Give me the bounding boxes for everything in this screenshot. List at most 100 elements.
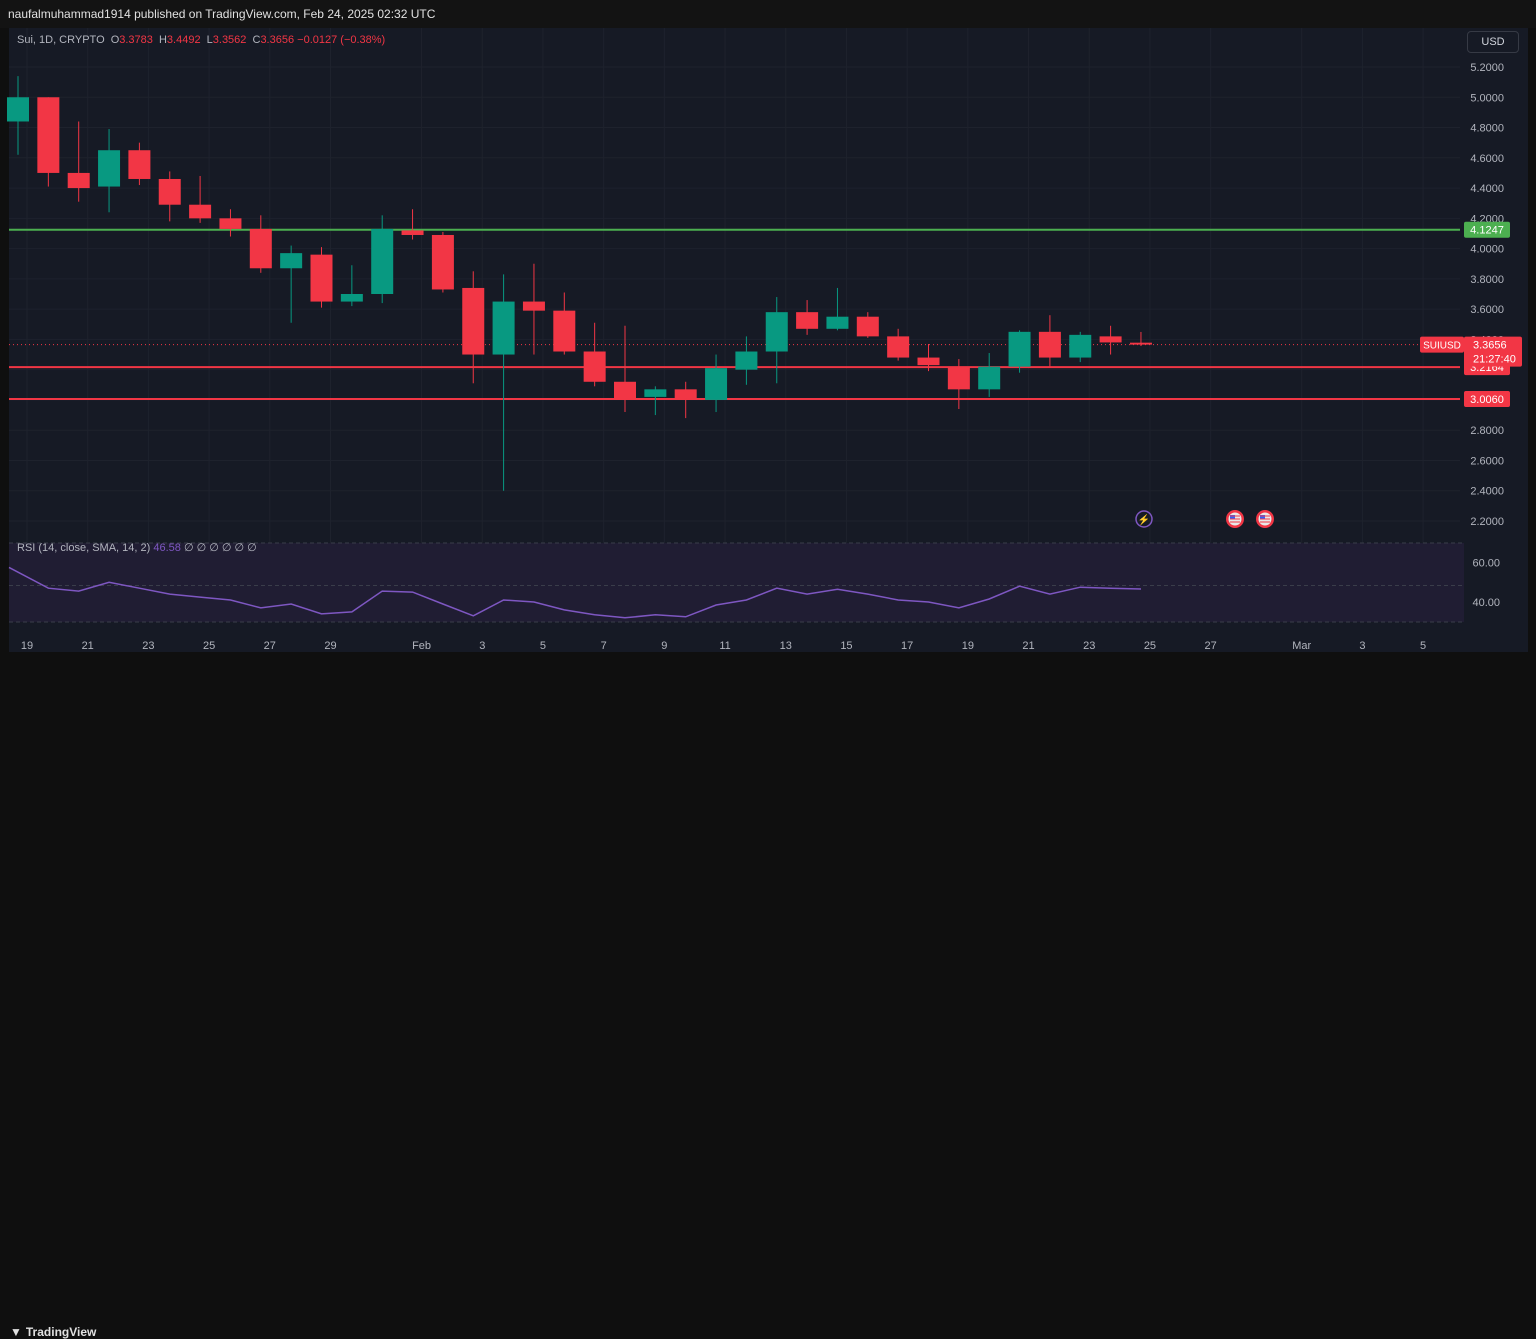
time-tick-label: 23 xyxy=(142,640,154,652)
footer: ▼ TradingView xyxy=(0,656,1536,1339)
rsi-extras: ∅ ∅ ∅ ∅ ∅ ∅ xyxy=(183,542,257,554)
candle-body xyxy=(189,204,212,219)
symbol-tag xyxy=(1420,336,1464,353)
candle-body xyxy=(158,178,181,205)
candle-body xyxy=(401,230,424,235)
time-tick-label: 23 xyxy=(1083,640,1095,652)
candle-body xyxy=(614,381,636,400)
level-tag-label: 3.0060 xyxy=(1470,394,1504,406)
low-value: 3.3562 xyxy=(212,34,247,46)
high-label: H xyxy=(158,34,167,46)
rsi-legend[interactable]: RSI (14, close, SMA, 14, 2) 46.58 ∅ ∅ ∅ … xyxy=(17,541,257,554)
candle-body xyxy=(644,389,667,397)
rsi-line xyxy=(8,566,1142,619)
time-tick-label: 11 xyxy=(719,640,730,652)
price-tick-label: 4.0000 xyxy=(1470,244,1504,256)
svg-text:⚡: ⚡ xyxy=(1138,513,1150,526)
time-tick-label: 19 xyxy=(21,640,33,652)
brand-name: TradingView xyxy=(25,1325,97,1339)
candle-body xyxy=(978,366,1001,390)
us-flag-event-icon xyxy=(1256,510,1274,528)
candle-body xyxy=(310,254,333,302)
candle-body xyxy=(462,287,485,355)
candle-body xyxy=(1008,331,1031,367)
price-tick-label: 2.8000 xyxy=(1470,425,1504,437)
candle-body xyxy=(765,312,788,352)
candle-body xyxy=(917,357,940,366)
symbol-tag-label: SUIUSD xyxy=(1423,341,1461,352)
candle-body xyxy=(67,172,90,189)
price-tick-label: 4.4000 xyxy=(1470,183,1504,195)
time-tick-label: 19 xyxy=(962,640,974,652)
event-markers: ⚡ xyxy=(1135,510,1274,528)
currency-button[interactable]: USD xyxy=(1467,31,1519,53)
close-value: 3.3656 xyxy=(260,34,295,46)
price-tick-label: 4.8000 xyxy=(1470,123,1504,135)
candle-body xyxy=(37,97,60,173)
price-tick-label: 3.6000 xyxy=(1470,304,1504,316)
rsi-band xyxy=(9,543,1464,622)
candle-body xyxy=(340,294,363,302)
open-label: O xyxy=(110,34,120,46)
symbol-label: Sui, 1D, CRYPTO xyxy=(17,34,105,46)
lightning-event-icon: ⚡ xyxy=(1135,510,1153,528)
candle-body xyxy=(280,253,303,269)
open-value: 3.3783 xyxy=(119,34,153,46)
symbol-legend[interactable]: Sui, 1D, CRYPTO O3.3783 H3.4492 L3.3562 … xyxy=(17,34,385,46)
candle-body xyxy=(553,310,576,352)
time-axis: 19 21 23 25 27 29 Feb 3 5 7 9 11 13 15 17 19 21 23 25 27 Mar… xyxy=(21,640,1426,652)
price-tag xyxy=(1464,336,1522,367)
price-tick-label: 5.0000 xyxy=(1470,92,1504,104)
candle-body xyxy=(887,336,910,358)
level-tag xyxy=(1464,221,1510,238)
time-tick-label: 21 xyxy=(1022,640,1034,652)
rsi-label: RSI (14, close, SMA, 14, 2) xyxy=(17,542,151,554)
price-axis: 5.20005.00004.80004.60004.40004.20004.00… xyxy=(1470,62,1504,528)
candle-body xyxy=(98,150,121,187)
time-tick-label: 27 xyxy=(264,640,276,652)
chart-svg[interactable]: 5.20005.00004.80004.60004.40004.20004.00… xyxy=(0,0,1536,691)
candle-body xyxy=(705,368,728,400)
rsi-panel xyxy=(8,542,1464,623)
price-tick-label: 2.2000 xyxy=(1470,516,1504,528)
low-label: L xyxy=(206,34,213,46)
us-flag-event-icon xyxy=(1226,510,1244,528)
time-tick-label: 25 xyxy=(203,640,215,652)
candle-series xyxy=(7,76,1152,491)
time-tick-label: 5 xyxy=(540,640,546,652)
close-label: C xyxy=(252,34,261,46)
price-tag-value: 3.3656 xyxy=(1473,340,1507,352)
candle-body xyxy=(826,316,849,329)
time-tick-label: 13 xyxy=(780,640,792,652)
rsi-axis: 60.00 40.00 xyxy=(1472,558,1500,610)
candle-body xyxy=(796,312,819,329)
candle-body xyxy=(128,150,151,179)
candle-body xyxy=(856,316,879,337)
tv-logo-icon: ▼ xyxy=(10,1325,22,1339)
time-tick-label: 29 xyxy=(324,640,336,652)
rsi-value: 46.58 xyxy=(153,542,181,554)
price-tick-label: 2.4000 xyxy=(1470,486,1504,498)
candle-body xyxy=(1069,334,1092,358)
candle-body xyxy=(947,366,970,390)
candle-body xyxy=(1038,331,1061,358)
high-value: 3.4492 xyxy=(166,34,201,46)
candle-body xyxy=(522,301,545,311)
candle-body xyxy=(583,351,606,382)
rsi-tick-label: 60.00 xyxy=(1472,558,1500,570)
time-tick-label: 17 xyxy=(901,640,913,652)
candle-body xyxy=(1099,336,1122,343)
candle-body xyxy=(7,97,29,122)
time-tick-label: Feb xyxy=(412,640,431,652)
candle-body xyxy=(674,389,697,399)
price-tag-countdown: 21:27:40 xyxy=(1473,354,1516,366)
tradingview-logo[interactable]: ▼ TradingView xyxy=(10,1325,96,1339)
change-value: −0.0127 (−0.38%) xyxy=(297,34,386,46)
candle-body xyxy=(431,234,454,290)
time-tick-label: 25 xyxy=(1144,640,1156,652)
price-tick-label: 2.6000 xyxy=(1470,455,1504,467)
grid xyxy=(9,28,1460,622)
candle-body xyxy=(492,301,515,355)
price-tick-label: 3.8000 xyxy=(1470,274,1504,286)
